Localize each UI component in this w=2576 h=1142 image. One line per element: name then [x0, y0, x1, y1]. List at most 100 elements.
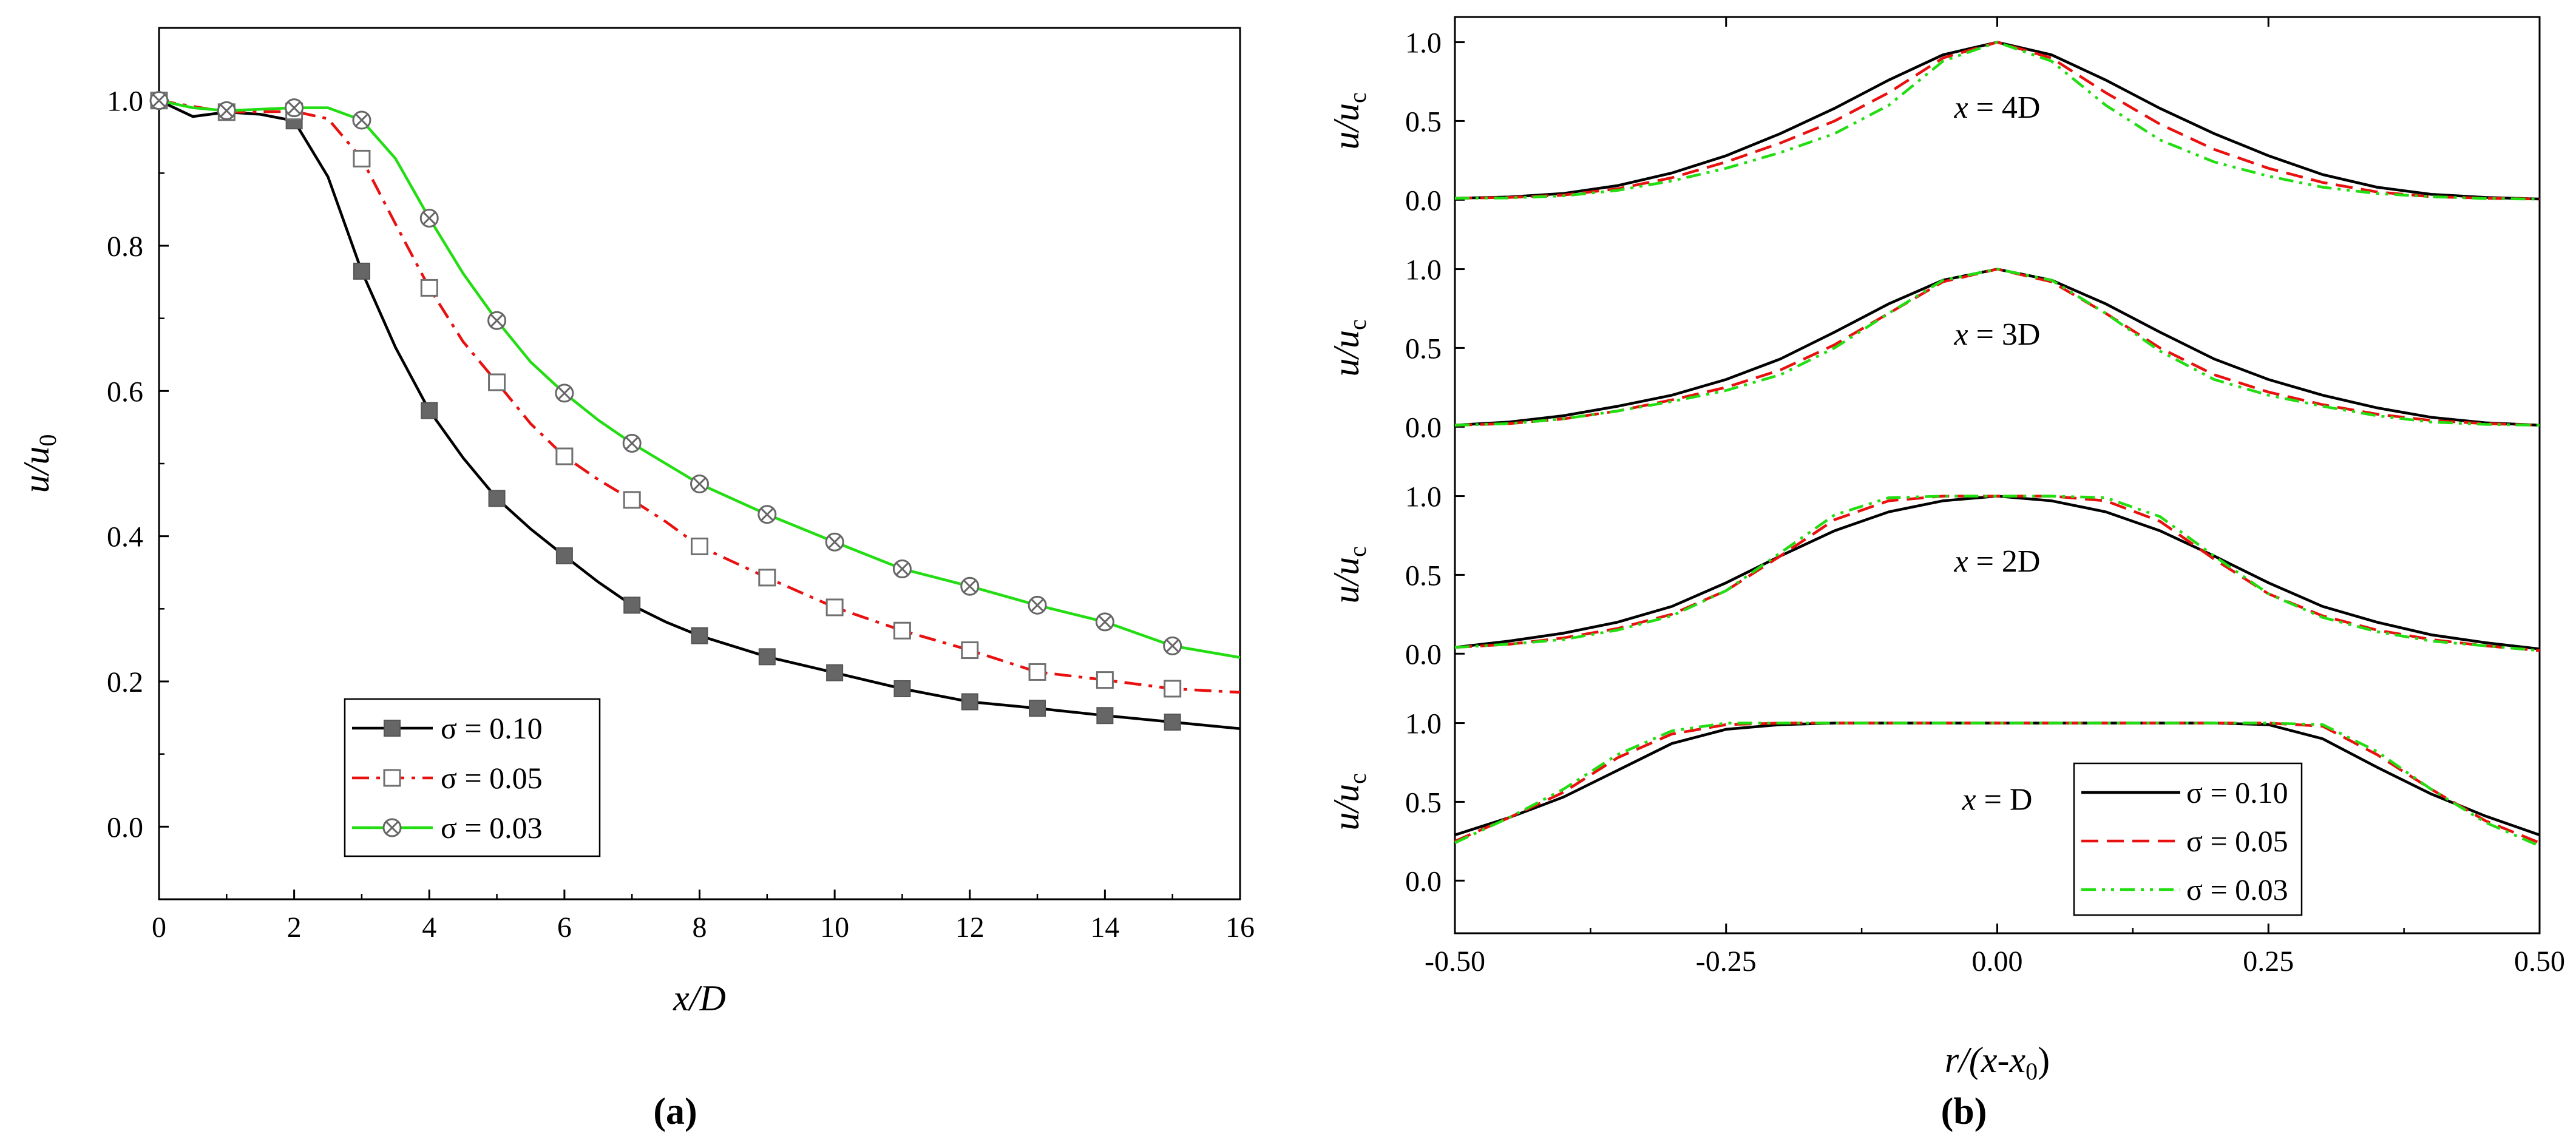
- y-tick-label-b: 1.0: [1405, 27, 1442, 59]
- y-tick-label-a: 0.4: [107, 521, 143, 553]
- panel-label-b-2: x = 2D: [1954, 544, 2041, 579]
- data-point-a-1: [825, 598, 844, 617]
- data-point-a-2: [419, 209, 439, 228]
- data-point-a-2: [892, 559, 912, 579]
- y-tick-label-a: 0.2: [107, 666, 143, 698]
- data-point-a-1: [758, 569, 776, 587]
- y-tick-label-b: 1.0: [1405, 481, 1442, 513]
- plot-frame-a: [158, 27, 1241, 900]
- series-a-2: [149, 91, 1241, 659]
- y-tick-label-b: 0.5: [1405, 786, 1442, 819]
- y-axis-label-a-main: u/u: [16, 447, 56, 493]
- legend-marker-a-2: [382, 818, 402, 837]
- y-axis-label-a-sub: 0: [34, 434, 61, 447]
- legend-marker-a-1: [383, 769, 401, 787]
- x-tick-label-a: 12: [955, 911, 985, 944]
- x-tick-label-b: -0.50: [1425, 945, 1485, 978]
- data-point-a-0: [1096, 707, 1114, 725]
- profile-line-b-3-0: [1454, 721, 2540, 837]
- y-tick-label-b: 1.0: [1405, 708, 1442, 740]
- panel-b-1: 0.0 0.5 1.0 u/uc x = 3D: [1326, 254, 2540, 444]
- data-point-a-2: [555, 383, 574, 403]
- data-point-a-2-cross-b: [1098, 615, 1112, 629]
- data-point-a-2: [622, 433, 642, 453]
- data-point-a-0: [1164, 714, 1181, 731]
- legend-label-b-1: σ = 0.05: [2186, 824, 2288, 858]
- y-tick-label-b: 0.5: [1405, 559, 1442, 592]
- y-tick-label-b: 0.0: [1405, 865, 1442, 897]
- x-tick-label-a: 14: [1090, 911, 1119, 944]
- x-axis-label-b-sub: 0: [2025, 1058, 2038, 1085]
- data-point-a-2-cross-b: [1165, 639, 1179, 653]
- data-point-a-2-cross-b: [693, 477, 707, 491]
- y-axis-label-b-0-main: u/u: [1326, 103, 1366, 150]
- x-axis-label-a: x/D: [673, 978, 726, 1018]
- profile-line-b-0-2: [1454, 41, 2540, 201]
- panel-label-b-0: x = 4D: [1954, 90, 2041, 125]
- data-point-a-2: [285, 98, 304, 118]
- panel-label-var: x: [1954, 317, 1968, 352]
- data-point-a-1: [893, 621, 911, 640]
- legend-label-b-2: σ = 0.03: [2186, 873, 2288, 907]
- x-tick-label-a: 6: [557, 911, 572, 944]
- data-point-a-0: [826, 664, 844, 681]
- data-point-a-0: [893, 680, 911, 697]
- data-point-a-0: [421, 402, 438, 419]
- data-point-a-2: [352, 110, 371, 130]
- x-tick-label-b: -0.25: [1696, 945, 1757, 978]
- x-tick-label-b: 0.50: [2514, 945, 2565, 978]
- profile-line-b-2-2: [1454, 495, 2540, 652]
- legend-marker-a-2-cross-b: [385, 820, 399, 835]
- series-line-a-1: [158, 99, 1241, 694]
- y-tick-label-b: 0.0: [1405, 411, 1442, 444]
- caption-a: (a): [653, 1091, 697, 1132]
- series-line-a-2: [158, 99, 1241, 659]
- panel-label-value: = 4D: [1968, 90, 2041, 125]
- y-tick-label-b: 1.0: [1405, 254, 1442, 286]
- x-axis-label-b: r/(x-x0): [1945, 1040, 2050, 1085]
- chart-b: -0.50 -0.25 0.00 0.25 0.500.00.51.0u/uc x = 4…: [1326, 16, 2565, 1132]
- data-point-a-2: [1028, 595, 1047, 615]
- data-point-a-2: [487, 311, 507, 330]
- x-tick-label-b: 0.00: [1972, 945, 2023, 978]
- y-axis-label-a: u/u0: [16, 434, 61, 493]
- chart-a: 0 2 4 6 8 10 12 14 160.00.20.40.60.81.0x/Du/u0σ …: [16, 27, 1255, 1132]
- data-point-a-2-cross-b: [287, 101, 301, 115]
- data-point-a-2-cross-b: [625, 436, 639, 450]
- profile-line-b-2-1: [1454, 495, 2540, 652]
- x-tick-label-a: 8: [693, 911, 707, 944]
- y-axis-label-b-3-main: u/u: [1326, 784, 1366, 831]
- data-point-a-0: [691, 627, 708, 644]
- data-point-a-1: [353, 149, 371, 167]
- y-axis-label-b-1: u/uc: [1326, 319, 1371, 376]
- data-point-a-1: [1164, 680, 1182, 698]
- y-axis-label-b-3-sub: c: [1344, 773, 1371, 784]
- y-tick-label-a: 0.6: [107, 376, 143, 408]
- y-axis-label-b-2-main: u/u: [1326, 557, 1366, 604]
- data-point-a-1: [623, 491, 641, 509]
- data-point-a-1: [961, 641, 979, 660]
- data-point-a-2: [1163, 636, 1182, 655]
- y-axis-label-b-1-main: u/u: [1326, 330, 1366, 377]
- x-tick-label-a: 0: [152, 911, 166, 944]
- y-axis-label-b-1-sub: c: [1344, 319, 1371, 330]
- panel-b-0: 0.0 0.5 1.0 u/uc x = 4D: [1326, 27, 2540, 217]
- x-tick-label-a: 16: [1225, 911, 1255, 944]
- data-point-a-2: [690, 475, 709, 494]
- data-point-a-2: [149, 91, 169, 110]
- legend-marker-a-0: [384, 720, 401, 737]
- panel-b-3: 0.0 0.5 1.0 u/uc x = D: [1326, 708, 2540, 897]
- data-point-a-1: [1096, 671, 1114, 689]
- panel-label-var: x: [1962, 782, 1976, 817]
- data-point-a-2: [825, 532, 844, 552]
- data-point-a-2-cross-b: [760, 507, 774, 521]
- data-point-a-0: [758, 648, 776, 666]
- data-point-a-1: [488, 373, 506, 391]
- legend-label-a-1: σ = 0.05: [441, 761, 543, 795]
- legend-label-b-0: σ = 0.10: [2186, 775, 2288, 809]
- y-tick-label-a: 0.0: [107, 811, 143, 843]
- panel-label-value: = 3D: [1968, 317, 2041, 352]
- data-point-a-2-cross-b: [895, 562, 909, 576]
- data-point-a-2: [1095, 612, 1114, 632]
- caption-b: (b): [1941, 1091, 1987, 1132]
